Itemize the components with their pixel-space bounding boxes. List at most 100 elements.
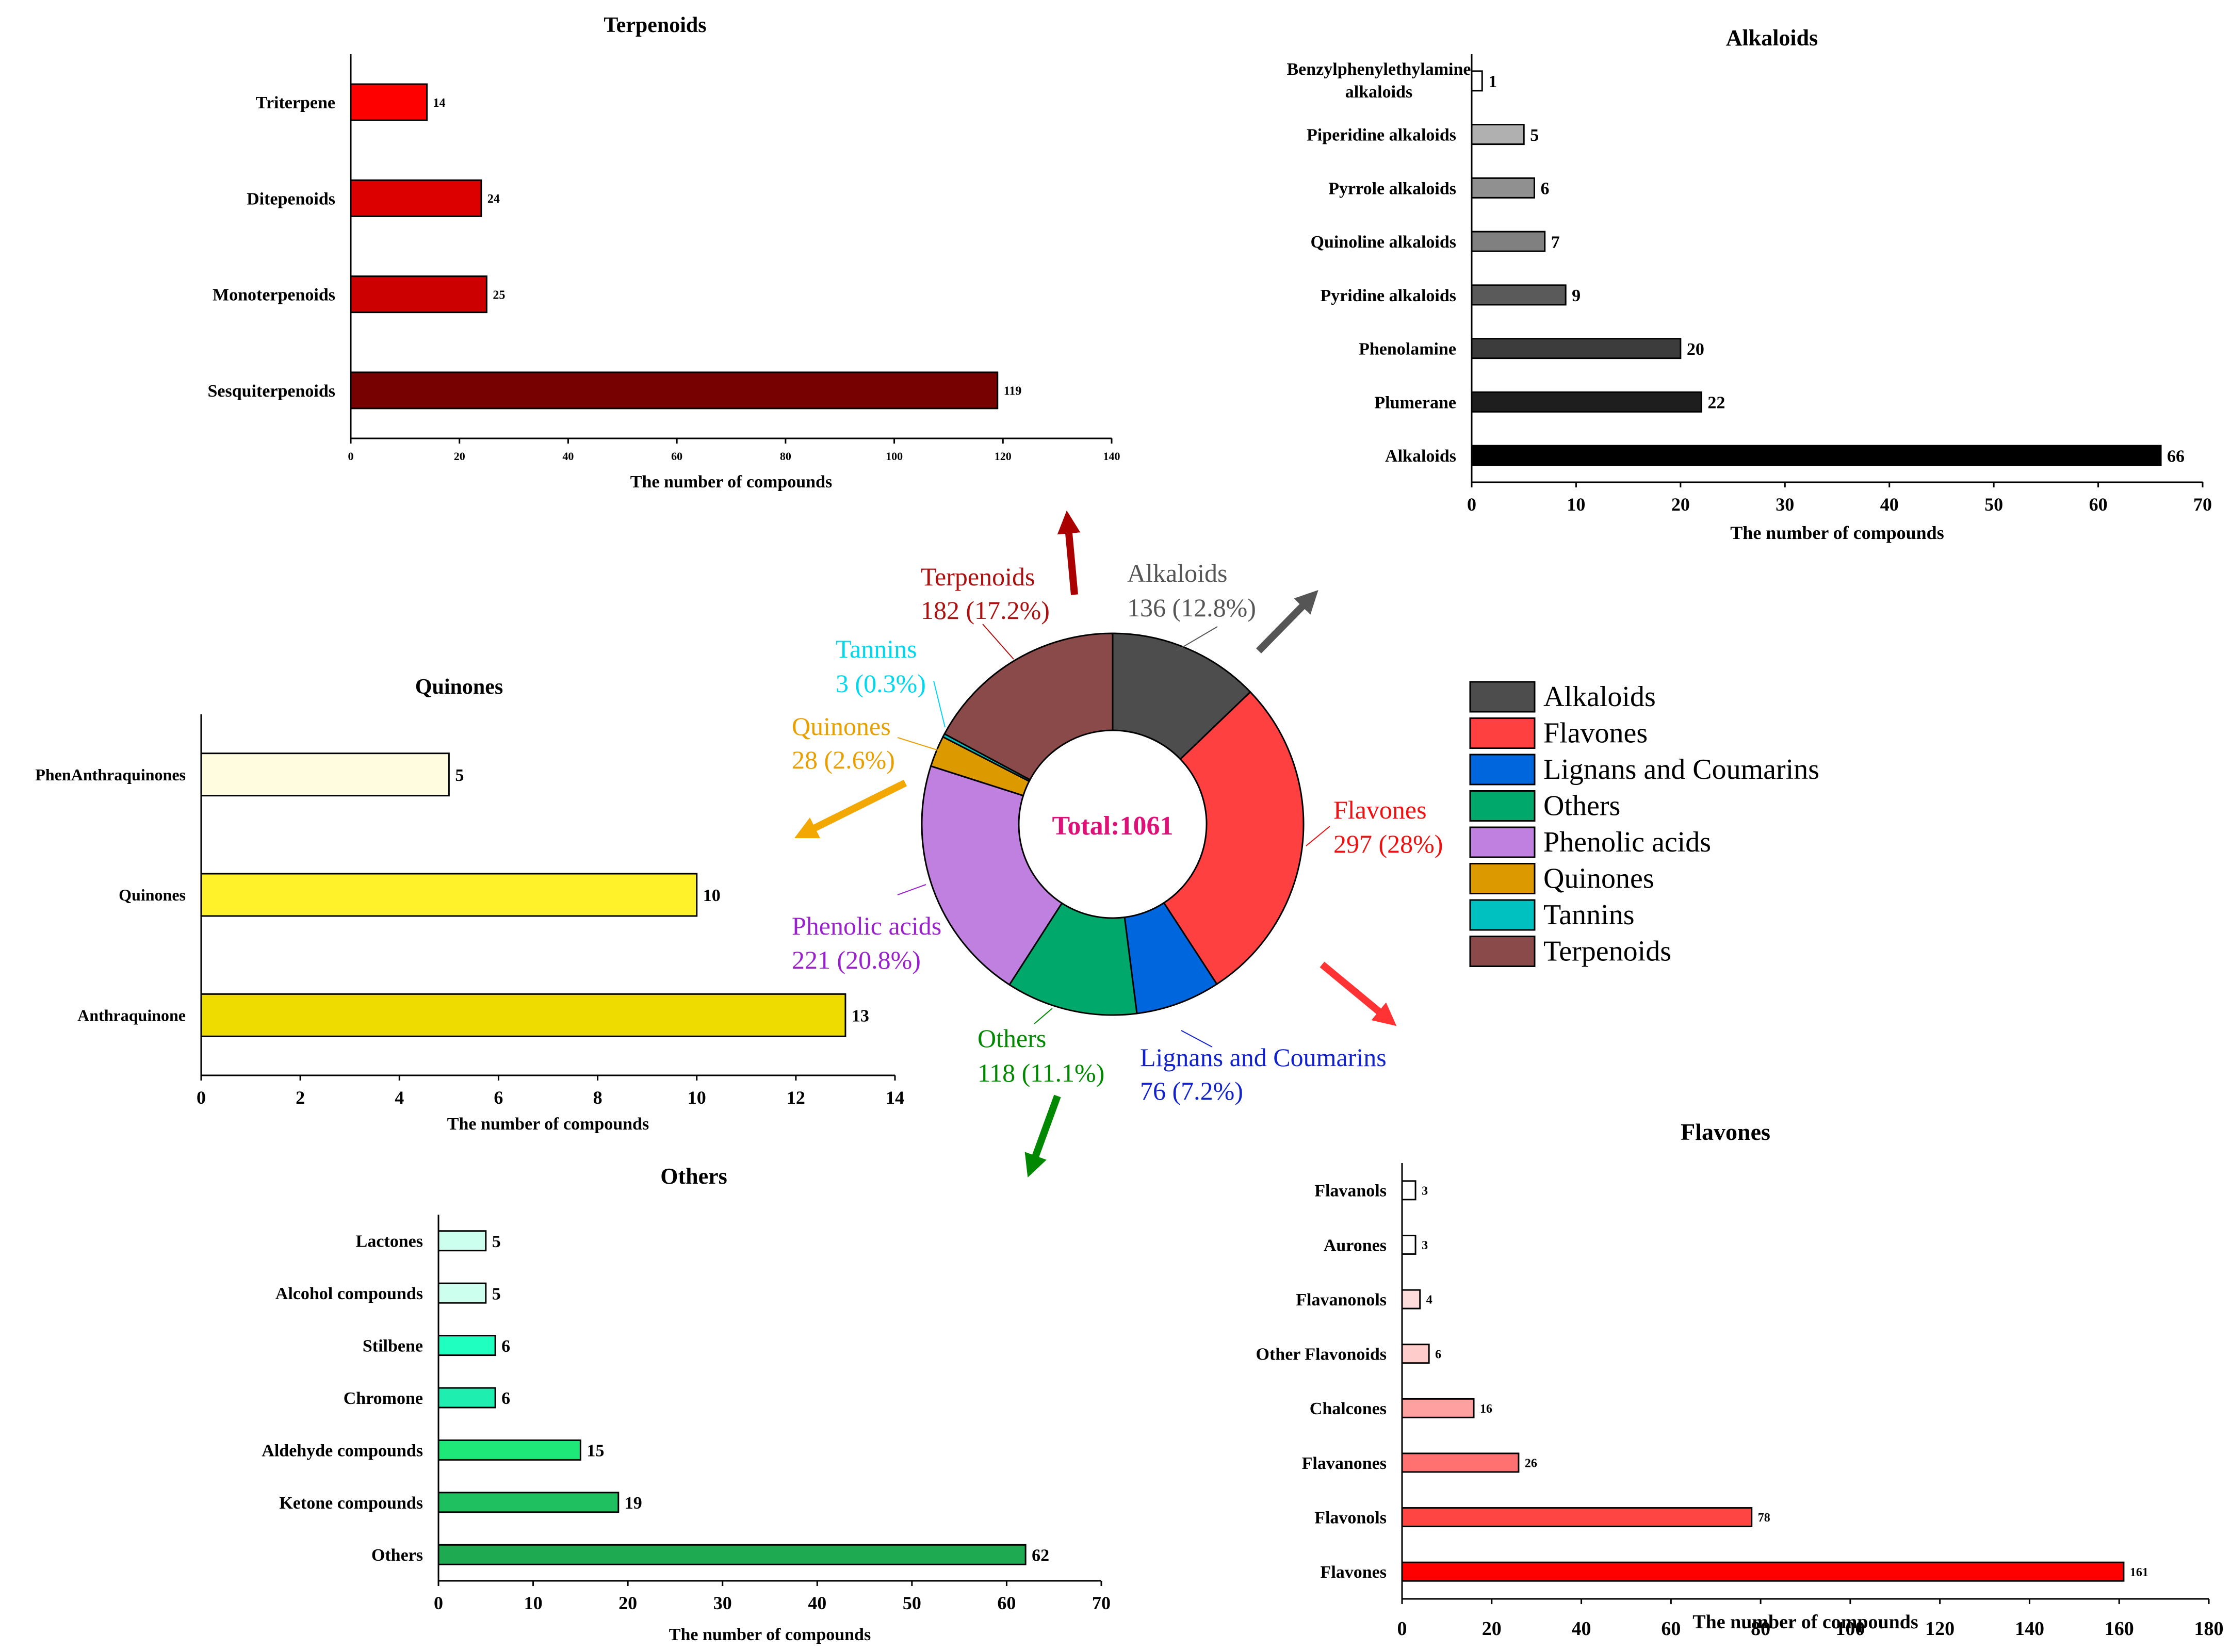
flavones-x-axis-label: The number of compounds bbox=[1692, 1611, 1918, 1633]
quinones-bar-value-label: 10 bbox=[703, 886, 721, 905]
others-bar-chromone bbox=[437, 1387, 496, 1409]
alkaloids-bar-value-label: 6 bbox=[1540, 179, 1549, 199]
alkaloids-category-label: Benzylphenylethylamine alkaloids bbox=[1287, 60, 1471, 102]
others-bar-value-label: 15 bbox=[587, 1442, 604, 1461]
terpenoids-x-tick-label: 20 bbox=[454, 450, 465, 463]
others-x-tick-label: 50 bbox=[903, 1593, 921, 1613]
donut-label-name-lignans: Lignans and Coumarins bbox=[1140, 1043, 1387, 1072]
terpenoids-x-tick-label: 120 bbox=[995, 450, 1012, 463]
terpenoids-bar-value-label: 14 bbox=[433, 96, 446, 110]
legend-swatch-terpenoids bbox=[1469, 936, 1536, 967]
flavones-x-tick-label: 120 bbox=[1925, 1618, 1955, 1640]
alkaloids-bar-value-label: 66 bbox=[2167, 447, 2185, 466]
alkaloids-bar-phenolamine bbox=[1471, 338, 1682, 359]
flavones-x-tick-label: 40 bbox=[1572, 1618, 1591, 1640]
terpenoids-category-label: Triterpene bbox=[256, 93, 335, 112]
terpenoids-x-tick-label: 60 bbox=[671, 450, 682, 463]
leader-line-alkaloids bbox=[1176, 626, 1218, 651]
terpenoids-category-label: Ditepenoids bbox=[247, 189, 335, 208]
others-bar-value-label: 5 bbox=[492, 1284, 501, 1303]
flavones-category-label: Chalcones bbox=[1310, 1399, 1387, 1418]
quinones-bar-phenanthraquinones bbox=[200, 753, 450, 797]
others-bar-others bbox=[437, 1544, 1027, 1565]
others-x-tick-label: 20 bbox=[618, 1593, 637, 1613]
alkaloids-bar-piperidine-alkaloids bbox=[1471, 124, 1525, 145]
alkaloids-category-label: Quinoline alkaloids bbox=[1311, 233, 1457, 252]
alkaloids-category-label: Plumerane bbox=[1374, 393, 1456, 412]
flavones-category-label: Flavanols bbox=[1314, 1182, 1387, 1201]
others-bar-value-label: 6 bbox=[501, 1389, 510, 1408]
legend-label-tannins: Tannins bbox=[1543, 899, 1635, 931]
others-bar-value-label: 19 bbox=[625, 1494, 642, 1513]
flavones-bar-flavanols bbox=[1401, 1180, 1416, 1201]
quinones-x-tick-label: 14 bbox=[886, 1087, 904, 1108]
quinones-x-tick-label: 4 bbox=[395, 1087, 404, 1108]
alkaloids-x-axis-label: The number of compounds bbox=[1730, 522, 1944, 543]
flavones-category-label: Other Flavonoids bbox=[1256, 1345, 1387, 1364]
legend-swatch-lignans bbox=[1469, 754, 1536, 786]
flavones-category-label: Aurones bbox=[1324, 1236, 1387, 1255]
alkaloids-x-tick-label: 10 bbox=[1567, 494, 1585, 515]
arrow-quinones-icon bbox=[794, 779, 907, 839]
arrow-flavones-icon bbox=[1320, 961, 1397, 1026]
others-bar-value-label: 6 bbox=[501, 1337, 510, 1356]
alkaloids-bar-plumerane bbox=[1471, 391, 1702, 413]
donut-slice-flavones bbox=[1163, 691, 1305, 986]
quinones-category-label: Quinones bbox=[119, 886, 186, 904]
quinones-x-tick-label: 8 bbox=[593, 1087, 602, 1108]
flavones-bar-value-label: 78 bbox=[1758, 1511, 1770, 1525]
others-chart-title: Others bbox=[660, 1164, 727, 1189]
flavones-bar-value-label: 26 bbox=[1525, 1457, 1537, 1470]
others-category-label: Stilbene bbox=[363, 1336, 423, 1355]
legend-swatch-alkaloids bbox=[1469, 681, 1536, 713]
donut-label-value-flavones: 297 (28%) bbox=[1333, 829, 1443, 858]
others-x-axis-label: The number of compounds bbox=[669, 1625, 871, 1644]
others-bar-stilbene bbox=[437, 1335, 496, 1356]
others-x-tick-label: 40 bbox=[808, 1593, 826, 1613]
terpenoids-bar-monoterpenoids bbox=[350, 275, 487, 314]
flavones-bar-chart: Flavones 0 20 40 60 80 100 120 140 160 180 The numb… bbox=[1256, 1119, 2224, 1640]
quinones-x-tick-label: 2 bbox=[296, 1087, 305, 1108]
legend-label-quinones: Quinones bbox=[1543, 863, 1654, 895]
donut-slice-terpenoids bbox=[943, 632, 1114, 781]
legend-swatch-flavones bbox=[1469, 717, 1536, 749]
alkaloids-bar-alkaloids bbox=[1471, 445, 2162, 466]
donut-label-name-terpenoids: Terpenoids bbox=[921, 562, 1035, 591]
others-category-label: Ketone compounds bbox=[279, 1494, 423, 1513]
alkaloids-category-label: Piperidine alkaloids bbox=[1307, 126, 1456, 145]
terpenoids-chart-title: Terpenoids bbox=[604, 13, 706, 37]
flavones-bar-flavones bbox=[1401, 1561, 2125, 1582]
others-bar-value-label: 62 bbox=[1032, 1546, 1049, 1565]
quinones-bar-anthraquinone bbox=[200, 993, 846, 1037]
alkaloids-bar-value-label: 20 bbox=[1687, 340, 1704, 359]
terpenoids-bar-triterpene bbox=[350, 83, 428, 121]
others-bar-ketone-compounds bbox=[437, 1492, 620, 1513]
flavones-category-label: Flavanones bbox=[1302, 1454, 1387, 1473]
quinones-x-tick-label: 6 bbox=[494, 1087, 503, 1108]
alkaloids-bar-value-label: 7 bbox=[1551, 233, 1560, 252]
quinones-x-tick-label: 0 bbox=[197, 1087, 206, 1108]
donut-slice-labels: Alkaloids 136 (12.8%) Flavones 297 (28%) Lig… bbox=[792, 559, 1443, 1105]
others-bar-chart: Others 0 10 20 30 40 50 60 70 The number of compo… bbox=[262, 1164, 1111, 1644]
terpenoids-category-label: Sesquiterpenoids bbox=[208, 382, 336, 401]
flavones-bar-value-label: 6 bbox=[1435, 1348, 1441, 1361]
donut-label-value-lignans: 76 (7.2%) bbox=[1140, 1076, 1243, 1105]
flavones-x-tick-label: 60 bbox=[1661, 1618, 1681, 1640]
alkaloids-x-tick-label: 30 bbox=[1776, 494, 1794, 515]
donut-label-name-tannins: Tannins bbox=[836, 634, 917, 663]
others-bar-alcohol-compounds bbox=[437, 1282, 487, 1304]
legend-swatch-phenolic bbox=[1469, 826, 1536, 858]
legend-label-alkaloids: Alkaloids bbox=[1543, 681, 1656, 713]
others-x-tick-label: 10 bbox=[524, 1593, 543, 1613]
donut-label-name-alkaloids: Alkaloids bbox=[1127, 559, 1227, 587]
flavones-x-tick-label: 100 bbox=[1835, 1618, 1865, 1640]
legend-swatch-quinones bbox=[1469, 863, 1536, 894]
flavones-bar-value-label: 3 bbox=[1422, 1239, 1428, 1252]
leader-line-others bbox=[1034, 1008, 1053, 1024]
flavones-x-tick-label: 160 bbox=[2105, 1618, 2134, 1640]
donut-label-value-phenolic: 221 (20.8%) bbox=[792, 945, 921, 974]
terpenoids-category-label: Monoterpenoids bbox=[213, 286, 335, 305]
terpenoids-bar-value-label: 24 bbox=[487, 192, 500, 206]
donut-slice-others bbox=[1008, 902, 1138, 1016]
alkaloids-bar-value-label: 5 bbox=[1530, 126, 1539, 145]
